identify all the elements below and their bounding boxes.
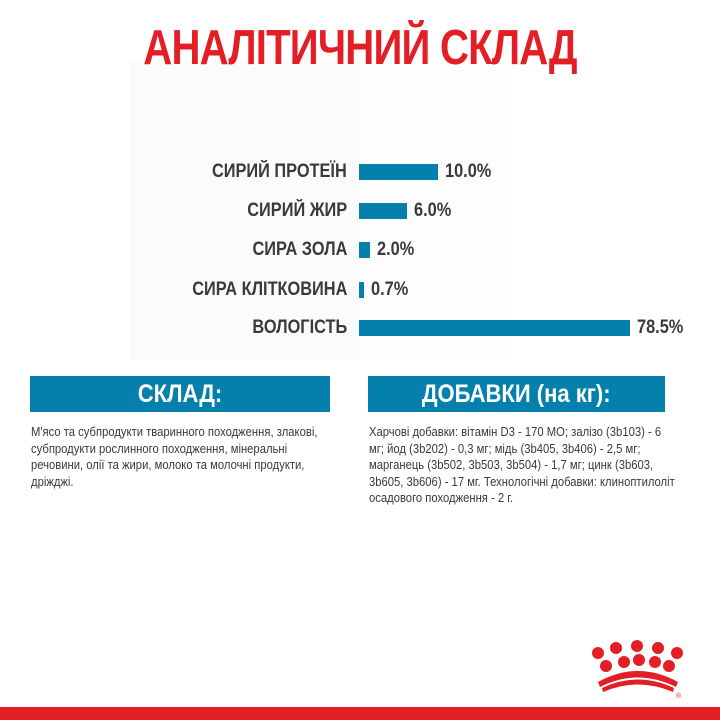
chart-bar	[359, 242, 370, 258]
chart-bar	[359, 320, 630, 336]
footer-bar	[0, 707, 720, 720]
chart-bar	[359, 164, 438, 180]
additives-header: ДОБАВКИ (на кг):	[368, 376, 665, 412]
additives-text: Харчові добавки: вітамін D3 - 170 МО; за…	[369, 425, 675, 505]
additives-header-label: ДОБАВКИ (на кг):	[422, 380, 611, 408]
chart-bar	[359, 282, 364, 298]
chart-row-label: СИРИЙ ПРОТЕЇН	[212, 161, 347, 182]
crown-icon: ®	[592, 640, 683, 700]
chart-row: СИРИЙ ЖИР 6.0%	[0, 200, 720, 222]
composition-header: СКЛАД:	[30, 376, 330, 412]
chart-row-label: ВОЛОГІСТЬ	[252, 317, 347, 338]
chart-value: 0.7%	[371, 279, 409, 300]
composition-text: М'ясо та субпродукти тваринного походжен…	[31, 425, 318, 489]
svg-text:®: ®	[676, 692, 682, 700]
chart-row-label: СИРА КЛІТКОВИНА	[191, 279, 347, 300]
chart-value: 10.0%	[445, 161, 492, 182]
background-panel	[130, 60, 360, 360]
chart-row: ВОЛОГІСТЬ 78.5%	[0, 317, 720, 339]
page-title: АНАЛІТИЧНИЙ СКЛАД	[143, 21, 577, 75]
chart-value: 2.0%	[377, 239, 415, 260]
chart-row-label: СИРИЙ ЖИР	[247, 200, 347, 221]
chart-row: СИРА КЛІТКОВИНА 0.7%	[0, 279, 720, 301]
composition-header-label: СКЛАД:	[137, 380, 223, 408]
chart-value: 6.0%	[414, 200, 452, 221]
chart-row-label: СИРА ЗОЛА	[252, 239, 347, 260]
chart-bar	[359, 203, 407, 219]
chart-value: 78.5%	[637, 317, 684, 338]
chart-row: СИРИЙ ПРОТЕЇН 10.0%	[0, 161, 720, 183]
chart-row: СИРА ЗОЛА 2.0%	[0, 239, 720, 261]
